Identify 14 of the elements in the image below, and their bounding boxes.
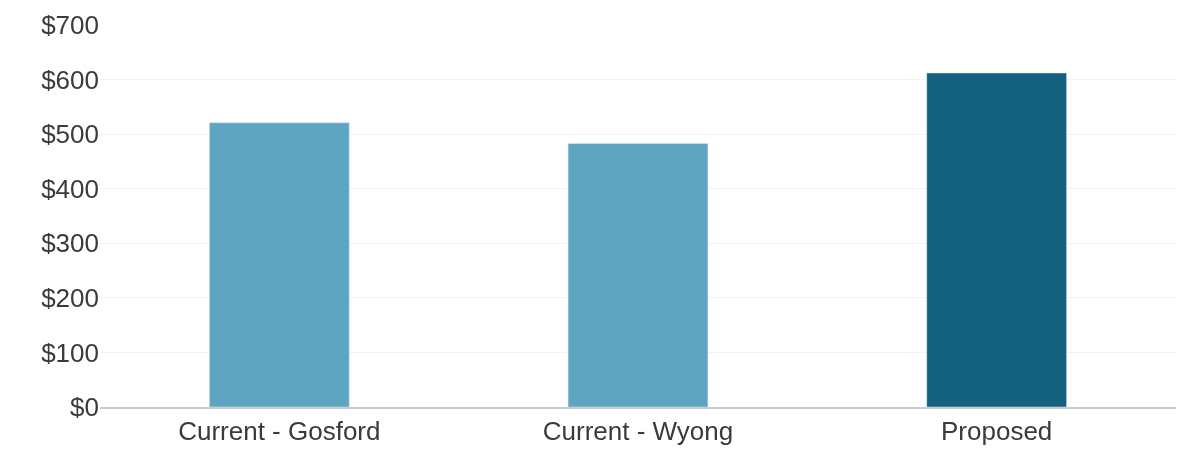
y-tick-label: $400 <box>41 173 99 204</box>
y-tick-label: $500 <box>41 119 99 150</box>
x-tick-label: Proposed <box>941 416 1053 447</box>
bar <box>567 143 709 407</box>
y-tick-label: $300 <box>41 228 99 259</box>
y-tick-label: $600 <box>41 64 99 95</box>
y-tick-label: $0 <box>70 392 99 423</box>
bar <box>209 122 350 407</box>
x-tick-label: Current - Gosford <box>178 416 381 447</box>
y-tick-label: $700 <box>41 10 99 41</box>
bar <box>926 72 1067 407</box>
y-tick-label: $100 <box>41 337 99 368</box>
y-tick-label: $200 <box>41 282 99 313</box>
x-tick-label: Current - Wyong <box>542 416 734 447</box>
